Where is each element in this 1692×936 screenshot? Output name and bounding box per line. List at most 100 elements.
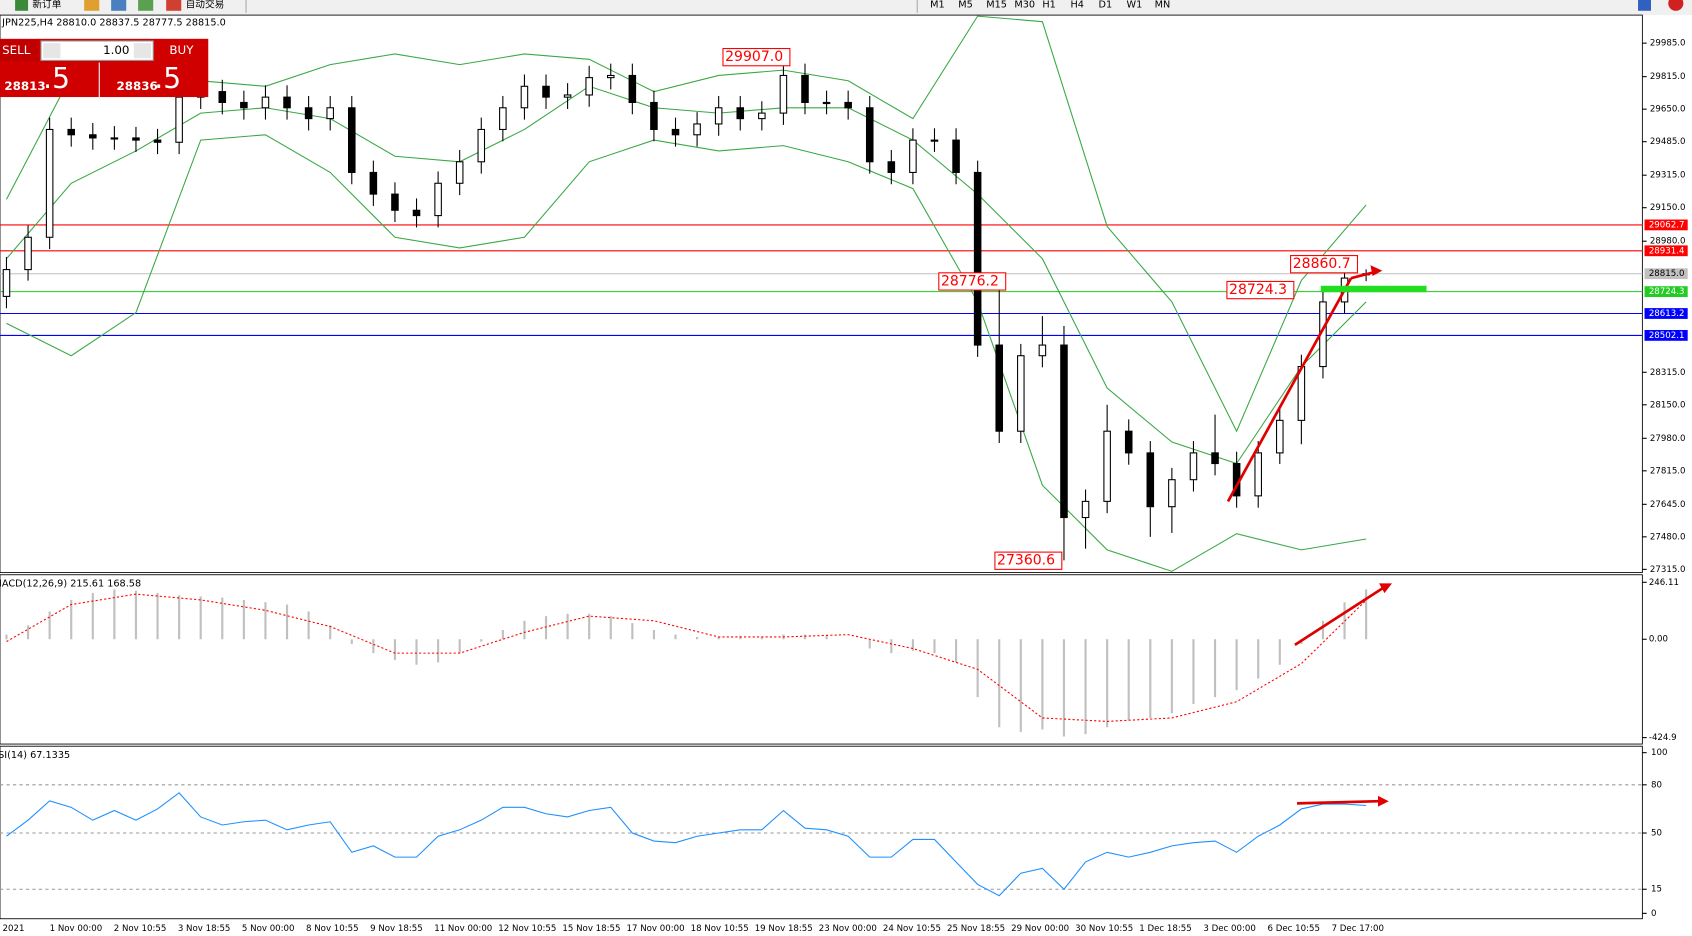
time-label: 15 Nov 18:55 <box>562 924 620 934</box>
time-label: 17 Nov 00:00 <box>627 924 685 934</box>
candle-body <box>1081 500 1090 519</box>
trade-panel: SELL 1.00 BUY 28813 .5 28836 .5 <box>0 38 209 98</box>
y-tick-label: 28980.0 <box>1650 237 1686 247</box>
tool-icon[interactable] <box>84 0 100 11</box>
candle-body <box>304 107 313 120</box>
candle-body <box>1038 344 1047 357</box>
level-tag <box>1644 219 1688 231</box>
timeframe[interactable]: M15 <box>986 0 1007 10</box>
tool-icon[interactable] <box>138 0 154 11</box>
price-annotation: 28776.2 <box>941 273 999 289</box>
price-annotation-box <box>994 551 1063 570</box>
rsi-title: RSI(14) 67.1335 <box>0 750 70 761</box>
timeframe[interactable]: H1 <box>1042 0 1055 10</box>
candle-body <box>693 123 701 136</box>
time-label: 1 Nov 00:00 <box>50 924 103 934</box>
timeframe[interactable]: W1 <box>1127 0 1143 10</box>
timeframe[interactable]: M1 <box>930 0 945 10</box>
timeframe[interactable]: H4 <box>1070 0 1083 10</box>
candle-body <box>542 85 550 98</box>
plot-area <box>0 14 1643 574</box>
annotations: 29907.0 28776.2 27360.6 28860.7 28724.3 <box>722 47 1359 570</box>
arrow-head <box>1377 795 1389 807</box>
candle-body <box>995 344 1004 432</box>
trend-arrow <box>1226 277 1353 503</box>
y-tick-label: 29650.0 <box>1650 105 1686 115</box>
y-tick-label: 29485.0 <box>1650 137 1686 147</box>
candle-body <box>628 74 637 103</box>
y-tick-label: 27815.0 <box>1650 466 1686 476</box>
y-tick-label: 80 <box>1651 780 1662 790</box>
timeframes: M1 M5 M15 M30 H1 H4 D1 W1 MN <box>930 0 1170 10</box>
level-label: 28502.1 <box>1649 331 1685 341</box>
chart-title: JPN225,H4 28810.0 28837.5 28777.5 28815.… <box>1 18 226 29</box>
new-order[interactable]: 新订单 <box>32 0 61 10</box>
candle-body <box>758 112 766 120</box>
search-icon[interactable] <box>1638 0 1651 11</box>
candle-body <box>844 101 852 109</box>
sell-label[interactable]: SELL <box>2 43 31 57</box>
time-label: 3 Nov 18:55 <box>178 924 231 934</box>
lot-input[interactable] <box>40 40 154 61</box>
arrow-head <box>1379 583 1393 594</box>
buy-price[interactable]: 28836 <box>117 79 158 93</box>
candle-body <box>1103 430 1111 502</box>
support-zone <box>1320 285 1427 293</box>
time-label: 30 Nov 10:55 <box>1075 924 1133 934</box>
lot-down[interactable] <box>43 43 61 59</box>
time-label: 3 Dec 00:00 <box>1203 924 1255 934</box>
candle-body <box>671 128 680 136</box>
tool-icon[interactable] <box>111 0 127 11</box>
candle-body <box>261 96 270 109</box>
candle-body <box>175 96 183 143</box>
level-label: 28931.4 <box>1649 246 1685 256</box>
time-label: 25 Nov 18:55 <box>947 924 1005 934</box>
buy-price-pips[interactable]: .5 <box>154 62 181 95</box>
trend-arrow <box>1350 270 1377 280</box>
auto-trading[interactable]: 自动交易 <box>186 0 225 10</box>
candle-body <box>1124 430 1133 454</box>
candle-body <box>132 137 140 141</box>
level-tag <box>1644 268 1688 280</box>
candle-body <box>650 101 658 130</box>
candle-body <box>412 209 421 217</box>
sell-price[interactable]: 28813 <box>4 79 45 93</box>
candle-body <box>2 269 11 297</box>
notification[interactable] <box>1668 0 1684 11</box>
level-label: 28815.0 <box>1649 269 1685 279</box>
candle-body <box>1254 452 1262 497</box>
timeframe[interactable]: M5 <box>958 0 973 10</box>
price-annotation: 29907.0 <box>725 49 783 65</box>
y-tick-label: 15 <box>1651 885 1662 895</box>
arrow-head <box>1370 265 1383 277</box>
level-label: 28724.3 <box>1649 287 1685 297</box>
candle-body <box>1211 452 1219 465</box>
time-label: 6 Dec 10:55 <box>1267 924 1319 934</box>
lot-up[interactable] <box>133 43 152 59</box>
level-tag <box>1644 308 1688 319</box>
sell-button[interactable] <box>0 39 39 62</box>
timeframe[interactable]: MN <box>1155 0 1171 10</box>
candle-body <box>973 171 982 346</box>
candle-body <box>606 74 615 79</box>
candle-body <box>563 94 572 98</box>
candle-body <box>909 139 917 173</box>
candle-body <box>499 107 507 130</box>
level-label: 28613.2 <box>1649 309 1685 319</box>
y-tick-label: 27315.0 <box>1650 565 1686 575</box>
buy-label[interactable]: BUY <box>169 43 194 57</box>
time-label: 2 Nov 10:55 <box>114 924 167 934</box>
y-tick-label: 28315.0 <box>1650 368 1686 378</box>
y-tick-label: 100 <box>1651 748 1667 758</box>
auto-trading-icon[interactable] <box>166 0 182 11</box>
level-tag <box>1644 245 1688 257</box>
toolbar-buttons: 新订单 自动交易 <box>15 0 1684 13</box>
sell-price-pips[interactable]: .5 <box>43 62 70 95</box>
bollinger-band <box>5 15 1367 433</box>
candle-body <box>1146 452 1155 508</box>
lot-value[interactable]: 1.00 <box>103 43 129 57</box>
drawings <box>1226 265 1427 807</box>
new-order-icon[interactable] <box>15 0 29 11</box>
timeframe[interactable]: D1 <box>1099 0 1113 10</box>
timeframe[interactable]: M30 <box>1014 0 1035 10</box>
